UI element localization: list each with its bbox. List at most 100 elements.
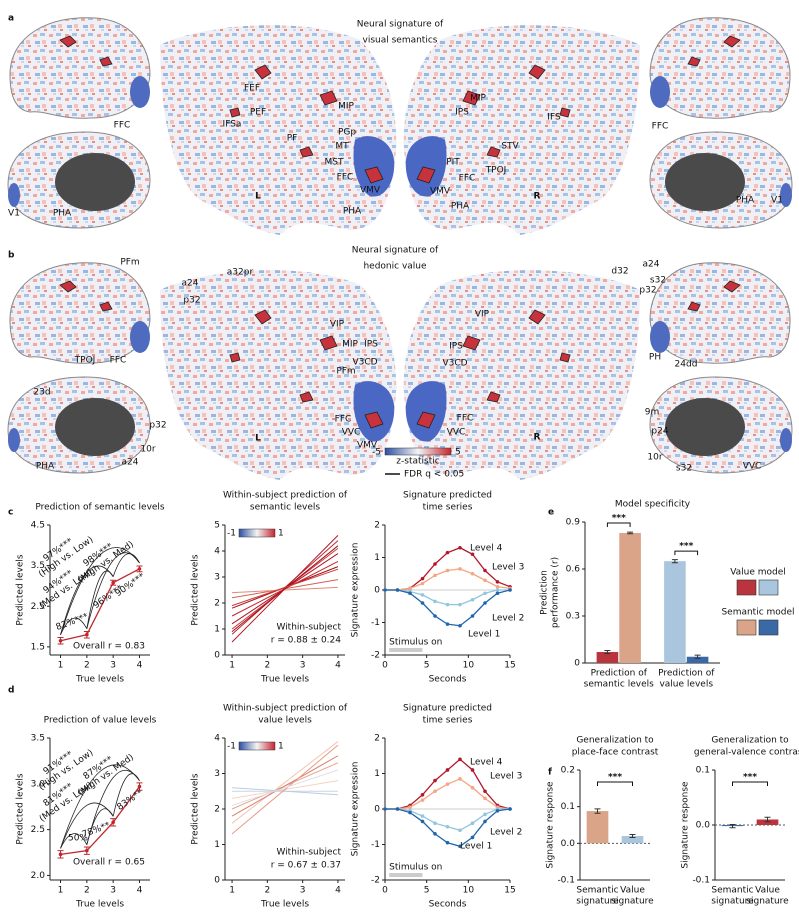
point: [137, 784, 142, 789]
chart-title: Signature predicted: [403, 704, 492, 714]
error-bar: [629, 834, 636, 838]
point: [85, 848, 89, 853]
bar: [756, 819, 779, 825]
point: [458, 777, 462, 781]
point: [433, 599, 437, 604]
error-bar: [604, 649, 611, 655]
y-tick-label: 0: [214, 876, 220, 886]
region-label: 23d: [33, 388, 50, 398]
panel-title: hedonic value: [363, 262, 427, 272]
chart-title: Prediction of value levels: [44, 716, 157, 726]
stimulus-bar: [389, 873, 423, 877]
series-line: [231, 755, 339, 817]
y-tick-label: 0.0: [696, 821, 711, 831]
y-axis-label: Signature response: [546, 781, 556, 869]
y-tick-label: -1: [371, 618, 380, 628]
error-bar: [594, 808, 601, 814]
chart-title: semantic levels: [250, 503, 320, 513]
panel-letter: f: [548, 768, 552, 778]
region-label: a24: [182, 279, 199, 289]
legend-label: Semantic model: [721, 608, 794, 618]
y-tick-label: 2.0: [31, 871, 46, 881]
series-line: [232, 787, 338, 796]
series-label: Level 4: [470, 544, 503, 554]
region-label: p32: [639, 286, 656, 296]
point: [483, 601, 487, 605]
x-axis-label: True levels: [75, 675, 124, 685]
point: [458, 844, 462, 849]
y-tick-label: 0.0: [561, 839, 576, 849]
point: [483, 568, 487, 573]
x-tick-label: signature: [746, 897, 789, 907]
point: [420, 819, 425, 824]
point: [470, 835, 475, 840]
point: [445, 840, 450, 845]
y-tick-label: 0: [374, 586, 380, 596]
region-label: 24dd: [675, 360, 698, 370]
x-tick-label: 5: [424, 661, 430, 671]
point: [420, 576, 425, 581]
chart-title: time series: [423, 503, 473, 513]
point: [470, 785, 475, 790]
point: [483, 819, 487, 824]
y-tick-label: 3.5: [31, 734, 45, 744]
x-tick-label: 3: [110, 661, 116, 671]
point: [458, 623, 462, 628]
series-label: Level 1: [460, 842, 492, 852]
region-label: PEF: [250, 108, 266, 118]
point: [420, 798, 425, 802]
point: [470, 571, 475, 576]
y-tick-label: 0.1: [696, 766, 710, 776]
region-label: FFC: [652, 122, 669, 132]
region-label: FFC: [457, 414, 474, 424]
point: [408, 805, 412, 810]
point: [483, 789, 487, 794]
point: [420, 581, 425, 586]
point: [383, 588, 387, 592]
colorbar-label: z-statistic: [396, 457, 439, 467]
region-label: V3CD: [442, 359, 467, 369]
region-label: PIT: [446, 158, 460, 168]
x-tick-label: Prediction of: [658, 669, 715, 679]
significance-bracket: [597, 781, 633, 786]
region-label: VMV: [357, 441, 378, 451]
y-axis-label: Signature response: [546, 781, 556, 869]
chart-title: Prediction of semantic levels: [35, 503, 165, 513]
chart-title: Within-subject prediction of: [223, 704, 348, 714]
point: [458, 567, 462, 571]
x-tick-label: signature: [576, 897, 619, 907]
colorbar-tick: 5: [455, 448, 461, 458]
y-axis-label: Signature response: [681, 781, 691, 869]
comparison-arc: [60, 802, 114, 849]
x-tick-label: 15: [504, 661, 515, 671]
x-tick-label: 4: [137, 661, 143, 671]
x-tick-label: 2: [264, 661, 270, 671]
x-tick-label: 1: [229, 661, 235, 671]
region-label: MIP: [342, 340, 358, 350]
x-tick-label: 10: [463, 661, 475, 671]
y-tick-label: 3: [214, 769, 220, 779]
point: [420, 814, 425, 818]
x-tick-label: signature: [611, 897, 654, 907]
bar: [586, 811, 609, 844]
annotation: r = 0.67 ± 0.37: [271, 861, 341, 871]
y-axis-label: Predicted levels: [16, 773, 26, 845]
chart-title: Model specificity: [615, 500, 691, 510]
region-label: V3CD: [352, 358, 377, 368]
panel-letter: a: [8, 14, 14, 24]
y-tick-label: 1.5: [31, 642, 45, 652]
region-label: IPS: [455, 108, 469, 118]
y-axis-label: Signature expression: [351, 543, 361, 638]
region-label: V1: [8, 209, 20, 219]
point: [395, 807, 400, 811]
y-tick-label: 2: [374, 521, 380, 531]
legend-swatch: [758, 579, 779, 596]
region-label: MIP: [470, 94, 486, 104]
y-tick-label: 0.2: [561, 766, 575, 776]
chart-title: Signature predicted: [403, 491, 492, 501]
series-label: Level 2: [490, 828, 522, 838]
hemisphere: [7, 17, 151, 229]
region-label: FFC: [110, 356, 127, 366]
y-tick-label: -2: [371, 876, 380, 886]
x-tick-label: 15: [504, 886, 515, 896]
